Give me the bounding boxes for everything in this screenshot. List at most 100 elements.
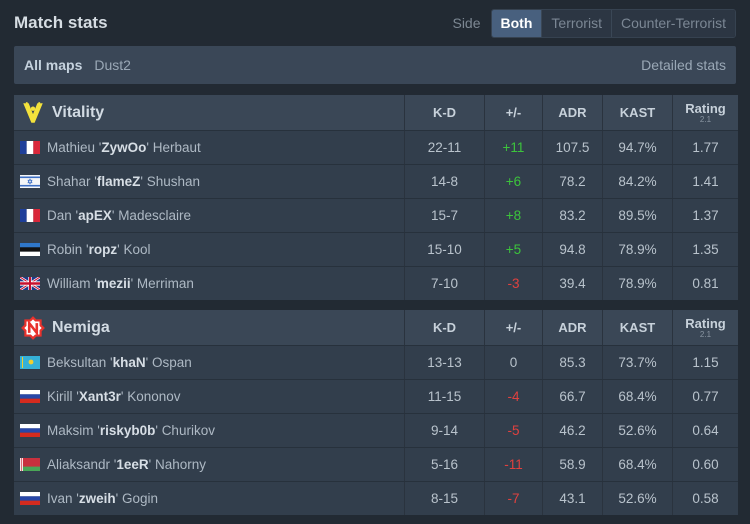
team-header-row: Nemiga K-D +/- ADR KAST Rating 2.1 <box>14 310 738 345</box>
player-nickname: ZywOo <box>101 140 147 155</box>
player-name-cell: Kirill 'Xant3r' Kononov <box>14 380 404 413</box>
player-first-name: Mathieu ' <box>47 140 102 155</box>
kd-value: 7-10 <box>404 267 484 300</box>
player-last-name: ' Kononov <box>120 389 181 404</box>
player-last-name: ' Herbaut <box>146 140 201 155</box>
player-first-name: Shahar ' <box>47 174 97 189</box>
side-selector: Side Both Terrorist Counter-Terrorist <box>452 8 736 38</box>
detailed-stats-link[interactable]: Detailed stats <box>641 57 726 73</box>
flag-france-icon <box>20 141 40 154</box>
adr-value: 107.5 <box>542 131 602 164</box>
player-name-cell: Beksultan 'khaN' Ospan <box>14 346 404 379</box>
player-first-name: Ivan ' <box>47 491 79 506</box>
kast-value: 73.7% <box>602 346 672 379</box>
player-nickname: 1eeR <box>116 457 149 472</box>
rating-header: Rating 2.1 <box>672 310 738 345</box>
kd-value: 15-7 <box>404 199 484 232</box>
player-name-link[interactable]: Kirill 'Xant3r' Kononov <box>47 389 180 404</box>
player-name-cell: Aliaksandr '1eeR' Nahorny <box>14 448 404 481</box>
side-both-button[interactable]: Both <box>491 9 542 37</box>
adr-value: 94.8 <box>542 233 602 266</box>
adr-header: ADR <box>542 310 602 345</box>
player-name-cell: Maksim 'riskyb0b' Churikov <box>14 414 404 447</box>
flag-russia-icon <box>20 424 40 437</box>
player-name-link[interactable]: Aliaksandr '1eeR' Nahorny <box>47 457 206 472</box>
kd-value: 5-16 <box>404 448 484 481</box>
adr-header: ADR <box>542 95 602 130</box>
kast-value: 94.7% <box>602 131 672 164</box>
kd-value: 8-15 <box>404 482 484 515</box>
nemiga-logo-icon <box>20 315 46 341</box>
player-row: William 'mezii' Merriman 7-10 -3 39.4 78.9% 0… <box>14 266 738 300</box>
player-last-name: ' Madesclaire <box>111 208 191 223</box>
flag-estonia-icon <box>20 243 40 256</box>
rating-version-label: 2.1 <box>699 114 712 124</box>
adr-value: 66.7 <box>542 380 602 413</box>
player-first-name: Beksultan ' <box>47 355 113 370</box>
player-nickname: mezii <box>96 276 131 291</box>
adr-value: 78.2 <box>542 165 602 198</box>
kd-value: 13-13 <box>404 346 484 379</box>
kd-value: 11-15 <box>404 380 484 413</box>
diff-header: +/- <box>484 310 542 345</box>
rating-value: 0.64 <box>672 414 738 447</box>
player-last-name: ' Merriman <box>130 276 194 291</box>
side-ct-button[interactable]: Counter-Terrorist <box>610 9 735 37</box>
kast-value: 89.5% <box>602 199 672 232</box>
page-title: Match stats <box>14 13 108 32</box>
player-nickname: zweih <box>78 491 116 506</box>
player-name-link[interactable]: Shahar 'flameZ' Shushan <box>47 174 200 189</box>
player-first-name: William ' <box>47 276 97 291</box>
kast-value: 78.9% <box>602 267 672 300</box>
player-name-link[interactable]: Robin 'ropz' Kool <box>47 242 150 257</box>
player-name-link[interactable]: Mathieu 'ZywOo' Herbaut <box>47 140 201 155</box>
player-name-cell: Dan 'apEX' Madesclaire <box>14 199 404 232</box>
player-nickname: flameZ <box>96 174 141 189</box>
diff-value: +5 <box>484 233 542 266</box>
player-row: Kirill 'Xant3r' Kononov 11-15 -4 66.7 68.4% 0… <box>14 379 738 413</box>
player-name-link[interactable]: Beksultan 'khaN' Ospan <box>47 355 192 370</box>
player-nickname: Xant3r <box>78 389 121 404</box>
flag-france-icon <box>20 209 40 222</box>
player-name-cell: Shahar 'flameZ' Shushan <box>14 165 404 198</box>
team-name[interactable]: Nemiga <box>52 318 110 336</box>
player-name-link[interactable]: Ivan 'zweih' Gogin <box>47 491 158 506</box>
adr-value: 46.2 <box>542 414 602 447</box>
rating-value: 1.77 <box>672 131 738 164</box>
player-name-link[interactable]: Maksim 'riskyb0b' Churikov <box>47 423 215 438</box>
rating-value: 1.37 <box>672 199 738 232</box>
flag-belarus-icon <box>20 458 40 471</box>
adr-value: 83.2 <box>542 199 602 232</box>
player-row: Mathieu 'ZywOo' Herbaut 22-11 +11 107.5 94.7… <box>14 130 738 164</box>
player-first-name: Maksim ' <box>47 423 100 438</box>
rating-header: Rating 2.1 <box>672 95 738 130</box>
kast-value: 52.6% <box>602 414 672 447</box>
player-row: Beksultan 'khaN' Ospan 13-13 0 85.3 73.7% 1.1… <box>14 345 738 379</box>
player-name-cell: William 'mezii' Merriman <box>14 267 404 300</box>
flag-russia-icon <box>20 492 40 505</box>
team-name-cell: Vitality <box>14 95 404 130</box>
player-first-name: Kirill ' <box>47 389 79 404</box>
vitality-logo-icon <box>20 100 46 126</box>
player-name-cell: Ivan 'zweih' Gogin <box>14 482 404 515</box>
player-name-link[interactable]: Dan 'apEX' Madesclaire <box>47 208 191 223</box>
kd-value: 15-10 <box>404 233 484 266</box>
map-dust2-link[interactable]: Dust2 <box>94 57 131 73</box>
map-selector-bar: All maps Dust2 Detailed stats <box>14 46 736 84</box>
team-name[interactable]: Vitality <box>52 103 105 121</box>
adr-value: 85.3 <box>542 346 602 379</box>
all-maps-link[interactable]: All maps <box>24 57 83 73</box>
rating-version-label: 2.1 <box>699 329 712 339</box>
player-row: Dan 'apEX' Madesclaire 15-7 +8 83.2 89.5% 1.3… <box>14 198 738 232</box>
rating-value: 0.58 <box>672 482 738 515</box>
kast-value: 68.4% <box>602 380 672 413</box>
player-first-name: Aliaksandr ' <box>47 457 117 472</box>
player-name-link[interactable]: William 'mezii' Merriman <box>47 276 194 291</box>
side-label: Side <box>452 15 481 31</box>
rating-header-label: Rating <box>685 315 726 331</box>
player-row: Robin 'ropz' Kool 15-10 +5 94.8 78.9% 1.35 <box>14 232 738 266</box>
side-terrorist-button[interactable]: Terrorist <box>541 9 611 37</box>
team-table-nemiga: Nemiga K-D +/- ADR KAST Rating 2.1 Beksultan 'k… <box>14 310 738 515</box>
kd-header: K-D <box>404 310 484 345</box>
diff-value: -5 <box>484 414 542 447</box>
